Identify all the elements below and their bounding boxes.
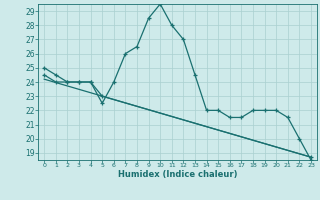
- X-axis label: Humidex (Indice chaleur): Humidex (Indice chaleur): [118, 170, 237, 179]
